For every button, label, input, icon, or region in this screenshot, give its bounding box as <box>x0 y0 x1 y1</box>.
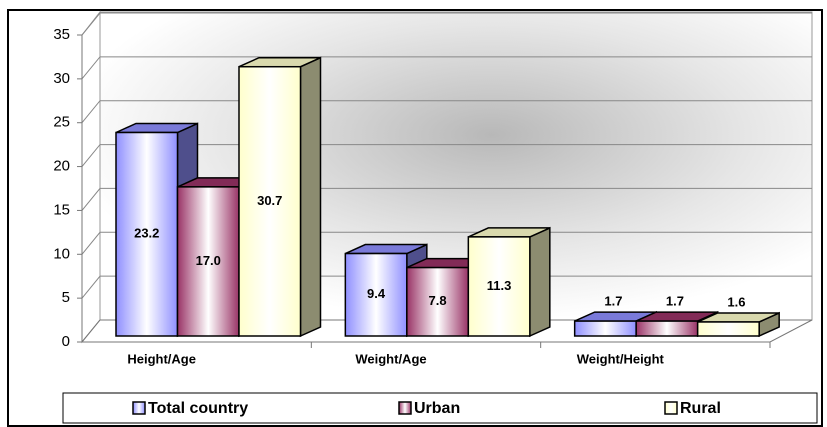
legend-label: Total country <box>148 400 248 417</box>
bar <box>696 321 760 337</box>
grid-line <box>81 144 812 167</box>
y-tick-label: 35 <box>53 26 70 43</box>
grid-line <box>81 275 812 299</box>
y-tick-label: 20 <box>53 158 70 175</box>
grid-line <box>81 187 812 211</box>
bar <box>238 65 302 337</box>
y-tick-label: 5 <box>62 289 70 306</box>
bar-side <box>299 56 322 338</box>
value-label: 1.7 <box>604 294 622 309</box>
value-label: 17.0 <box>196 253 221 268</box>
grid-line <box>81 231 812 255</box>
legend-swatch <box>398 401 412 415</box>
grid-line <box>81 12 812 36</box>
y-tick-label: 0 <box>62 333 70 350</box>
legend-label: Urban <box>414 400 460 417</box>
y-tick-label: 15 <box>53 201 70 218</box>
value-label: 9.4 <box>367 286 386 301</box>
bar <box>573 320 637 337</box>
value-label: 23.2 <box>134 226 159 241</box>
bar <box>467 236 531 337</box>
grid-line <box>81 100 812 124</box>
legend <box>62 392 818 424</box>
legend-swatch <box>132 401 146 415</box>
value-label: 1.6 <box>727 294 745 309</box>
y-tick-label: 10 <box>53 245 70 262</box>
y-tick-label: 25 <box>53 114 70 131</box>
bar <box>406 266 470 337</box>
bar-side <box>529 226 551 338</box>
value-label: 7.8 <box>429 293 447 308</box>
value-label: 30.7 <box>257 193 282 208</box>
x-tick-label: Weight/Age <box>355 351 426 366</box>
y-tick-label: 30 <box>53 70 70 87</box>
legend-label: Rural <box>680 400 721 417</box>
x-tick-label: Weight/Height <box>577 351 665 366</box>
value-label: 1.7 <box>666 294 684 309</box>
x-tick-label: Height/Age <box>127 351 196 366</box>
value-label: 11.3 <box>487 278 512 293</box>
legend-swatch <box>664 401 678 415</box>
grid-line <box>81 56 812 80</box>
bar <box>635 320 699 337</box>
side-wall <box>81 10 101 344</box>
